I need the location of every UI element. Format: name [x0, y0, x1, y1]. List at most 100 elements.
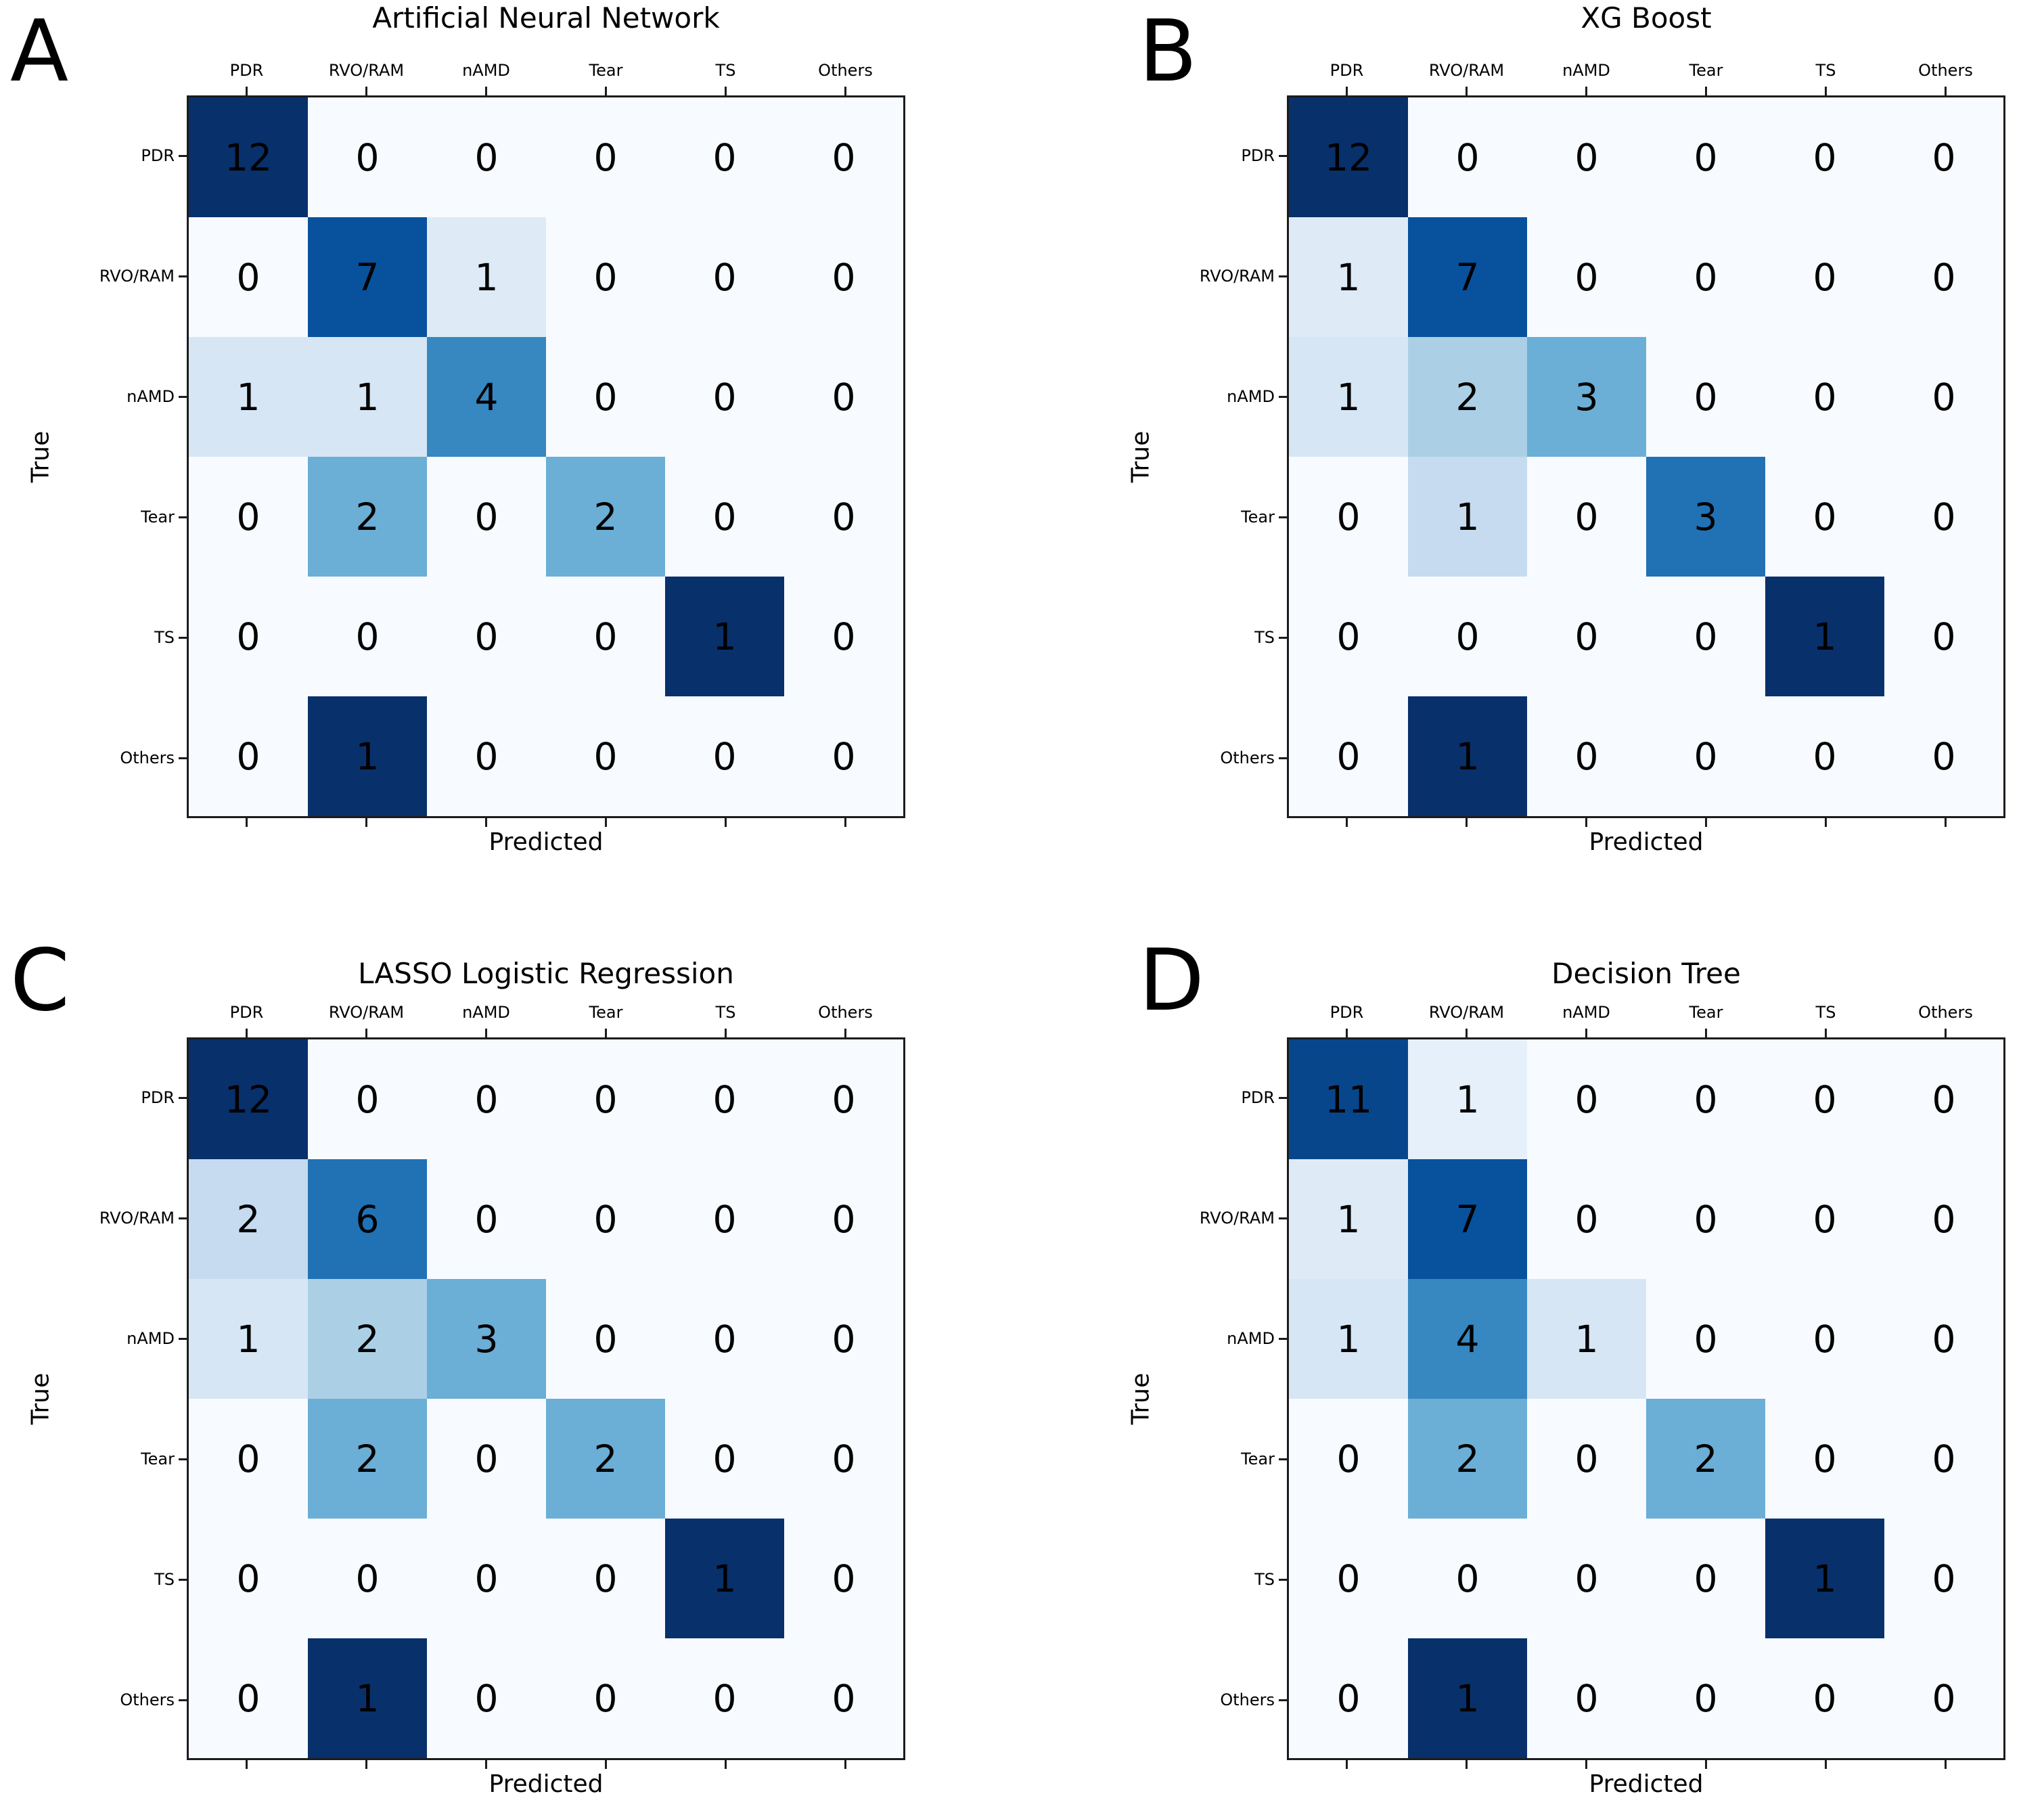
cell-value: 0: [832, 495, 856, 539]
cell-A-PDR-RVO-RAM: 0: [308, 97, 427, 217]
axis-tick: [725, 1029, 727, 1037]
cell-value: 0: [832, 1197, 856, 1241]
panel-letter-d: D: [1139, 930, 1205, 1030]
tick-cell: [426, 87, 546, 95]
cell-value: 7: [355, 255, 380, 299]
axis-tick: [1825, 87, 1827, 95]
cell-D-RVO-RAM-Tear: 0: [1646, 1159, 1765, 1279]
cell-A-TS-nAMD: 0: [427, 577, 546, 696]
axis-tick: [1705, 1029, 1707, 1037]
cell-value: 0: [1574, 255, 1599, 299]
cell-A-Tear-PDR: 0: [189, 457, 308, 577]
tick-cell: [1886, 87, 2005, 95]
axis-tick: [1705, 87, 1707, 95]
x-tick-label: RVO/RAM: [328, 61, 405, 80]
cell-value: 0: [593, 255, 618, 299]
cell-value: 0: [1455, 1556, 1480, 1600]
cell-B-Tear-TS: 0: [1765, 457, 1884, 577]
cell-value: 0: [474, 495, 499, 539]
cell-A-PDR-PDR: 12: [189, 97, 308, 217]
cell-value: 0: [1932, 1676, 1956, 1720]
tick-cell: [1766, 818, 1886, 827]
cell-value: 0: [593, 375, 618, 419]
y-tick-label: TS: [1254, 1570, 1275, 1589]
x-tick-label: Others: [818, 1003, 873, 1022]
cell-value: 0: [1694, 1676, 1718, 1720]
tick-cell: [187, 87, 306, 95]
y-tick-label: Others: [120, 1690, 175, 1709]
cell-value: 1: [1813, 1556, 1837, 1600]
cell-value: 0: [832, 255, 856, 299]
axis-tick: [179, 1699, 187, 1701]
tick-cell: [426, 1760, 546, 1769]
cell-C-TS-Others: 0: [784, 1519, 903, 1638]
x-tick-label: nAMD: [462, 61, 510, 80]
axis-tick: [844, 1029, 846, 1037]
cell-value: 7: [1455, 1197, 1480, 1241]
y-tick-label: Tear: [1241, 1450, 1275, 1468]
cell-D-TS-nAMD: 0: [1527, 1519, 1646, 1638]
panel-title-d: Decision Tree: [1551, 957, 1741, 990]
cell-value: 4: [1455, 1317, 1480, 1361]
tick-cell: [1279, 216, 1287, 336]
cell-value: 1: [1574, 1317, 1599, 1361]
tick-cell: [1287, 87, 1407, 95]
heatmap-grid-d: 11 1 0 0 0 0 1 7 0 0 0 0 1 4 1 0 0 0 0 2 0 2 0 0 0 0 0 0 1 0 0 1 0 0 0 0: [1287, 1037, 2005, 1760]
cell-value: 0: [1694, 614, 1718, 658]
cell-B-nAMD-Others: 0: [1884, 337, 2003, 457]
cell-C-Tear-RVO-RAM: 2: [308, 1399, 427, 1519]
x-tick-label: Tear: [1689, 1003, 1723, 1022]
tick-cell: [187, 1029, 306, 1037]
heatmap-grid-a: 12 0 0 0 0 0 0 7 1 0 0 0 1 1 4 0 0 0 0 2 0 2 0 0 0 0 0 0 1 0 0 1 0 0 0 0: [187, 95, 905, 818]
x-tick-label: RVO/RAM: [1428, 61, 1505, 80]
cell-value: 0: [832, 1317, 856, 1361]
axis-tick: [179, 1096, 187, 1099]
cell-B-Others-RVO-RAM: 1: [1408, 696, 1527, 816]
axis-tick: [605, 1029, 607, 1037]
x-tick-label: Tear: [1689, 61, 1723, 80]
x-tick-label: PDR: [1330, 61, 1364, 80]
cell-D-PDR-TS: 0: [1765, 1039, 1884, 1159]
axis-tick: [365, 87, 367, 95]
cell-value: 11: [1325, 1077, 1372, 1121]
cell-value: 0: [1455, 135, 1480, 179]
cell-value: 0: [474, 135, 499, 179]
cell-A-TS-Others: 0: [784, 577, 903, 696]
cell-value: 0: [1574, 1437, 1599, 1481]
x-axis-tick-labels: PDR RVO/RAM nAMD Tear TS Others: [187, 60, 905, 81]
cell-value: 0: [1813, 1437, 1837, 1481]
cell-B-Tear-Tear: 3: [1646, 457, 1765, 577]
axis-tick: [1279, 757, 1287, 759]
tick-cell: [179, 1158, 187, 1278]
cell-D-Others-PDR: 0: [1289, 1638, 1408, 1758]
cell-value: 0: [1813, 135, 1837, 179]
cell-value: 0: [832, 135, 856, 179]
cell-B-Others-PDR: 0: [1289, 696, 1408, 816]
cell-C-nAMD-RVO-RAM: 2: [308, 1279, 427, 1399]
cell-A-PDR-Tear: 0: [546, 97, 665, 217]
cell-value: 1: [1455, 734, 1480, 778]
x-axis-bottom-ticks: [1287, 1760, 2005, 1769]
tick-cell: [1279, 1640, 1287, 1760]
cell-value: 3: [474, 1317, 499, 1361]
cell-value: 0: [1574, 495, 1599, 539]
cell-value: 0: [1813, 375, 1837, 419]
tick-cell: [1407, 1029, 1526, 1037]
cell-value: 1: [1455, 1676, 1480, 1720]
x-tick-label: TS: [1815, 61, 1836, 80]
cell-value: 0: [1574, 1197, 1599, 1241]
cell-A-TS-Tear: 0: [546, 577, 665, 696]
y-axis-label: True: [1127, 1372, 1155, 1425]
tick-cell: [306, 818, 426, 827]
cell-B-nAMD-Tear: 0: [1646, 337, 1765, 457]
tick-cell: [1526, 87, 1646, 95]
cell-B-PDR-RVO-RAM: 0: [1408, 97, 1527, 217]
panel-title-c: LASSO Logistic Regression: [358, 957, 734, 990]
x-axis-tick-labels: PDR RVO/RAM nAMD Tear TS Others: [1287, 1002, 2005, 1023]
cell-A-Others-Tear: 0: [546, 696, 665, 816]
cell-C-Tear-PDR: 0: [189, 1399, 308, 1519]
tick-cell: [786, 1760, 905, 1769]
cell-D-nAMD-Tear: 0: [1646, 1279, 1765, 1399]
tick-cell: [1766, 87, 1886, 95]
tick-cell: [1287, 1029, 1407, 1037]
